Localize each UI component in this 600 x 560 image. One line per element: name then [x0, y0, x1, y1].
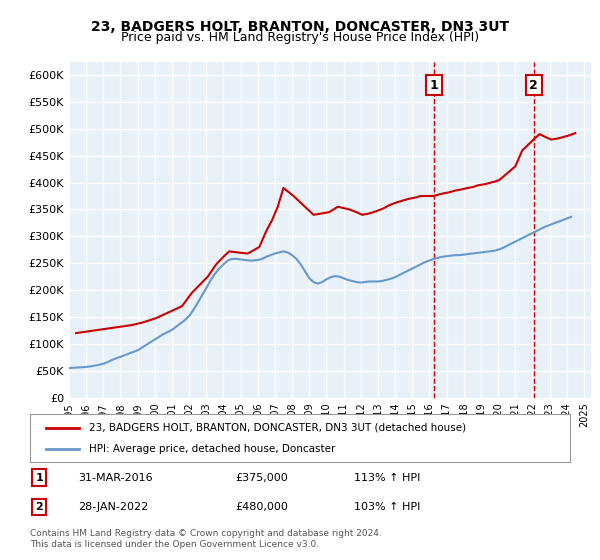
Text: Contains HM Land Registry data © Crown copyright and database right 2024.
This d: Contains HM Land Registry data © Crown c…: [30, 529, 382, 549]
Text: 103% ↑ HPI: 103% ↑ HPI: [354, 502, 421, 512]
Text: 1: 1: [35, 473, 43, 483]
Text: 2: 2: [35, 502, 43, 512]
Text: 23, BADGERS HOLT, BRANTON, DONCASTER, DN3 3UT (detached house): 23, BADGERS HOLT, BRANTON, DONCASTER, DN…: [89, 423, 467, 433]
Text: 28-JAN-2022: 28-JAN-2022: [79, 502, 149, 512]
Text: 1: 1: [429, 78, 438, 92]
Text: 23, BADGERS HOLT, BRANTON, DONCASTER, DN3 3UT: 23, BADGERS HOLT, BRANTON, DONCASTER, DN…: [91, 20, 509, 34]
Text: 2: 2: [529, 78, 538, 92]
Text: Price paid vs. HM Land Registry's House Price Index (HPI): Price paid vs. HM Land Registry's House …: [121, 31, 479, 44]
Text: 31-MAR-2016: 31-MAR-2016: [79, 473, 153, 483]
Text: 113% ↑ HPI: 113% ↑ HPI: [354, 473, 421, 483]
Text: HPI: Average price, detached house, Doncaster: HPI: Average price, detached house, Donc…: [89, 444, 336, 454]
Text: £375,000: £375,000: [235, 473, 288, 483]
Text: £480,000: £480,000: [235, 502, 288, 512]
